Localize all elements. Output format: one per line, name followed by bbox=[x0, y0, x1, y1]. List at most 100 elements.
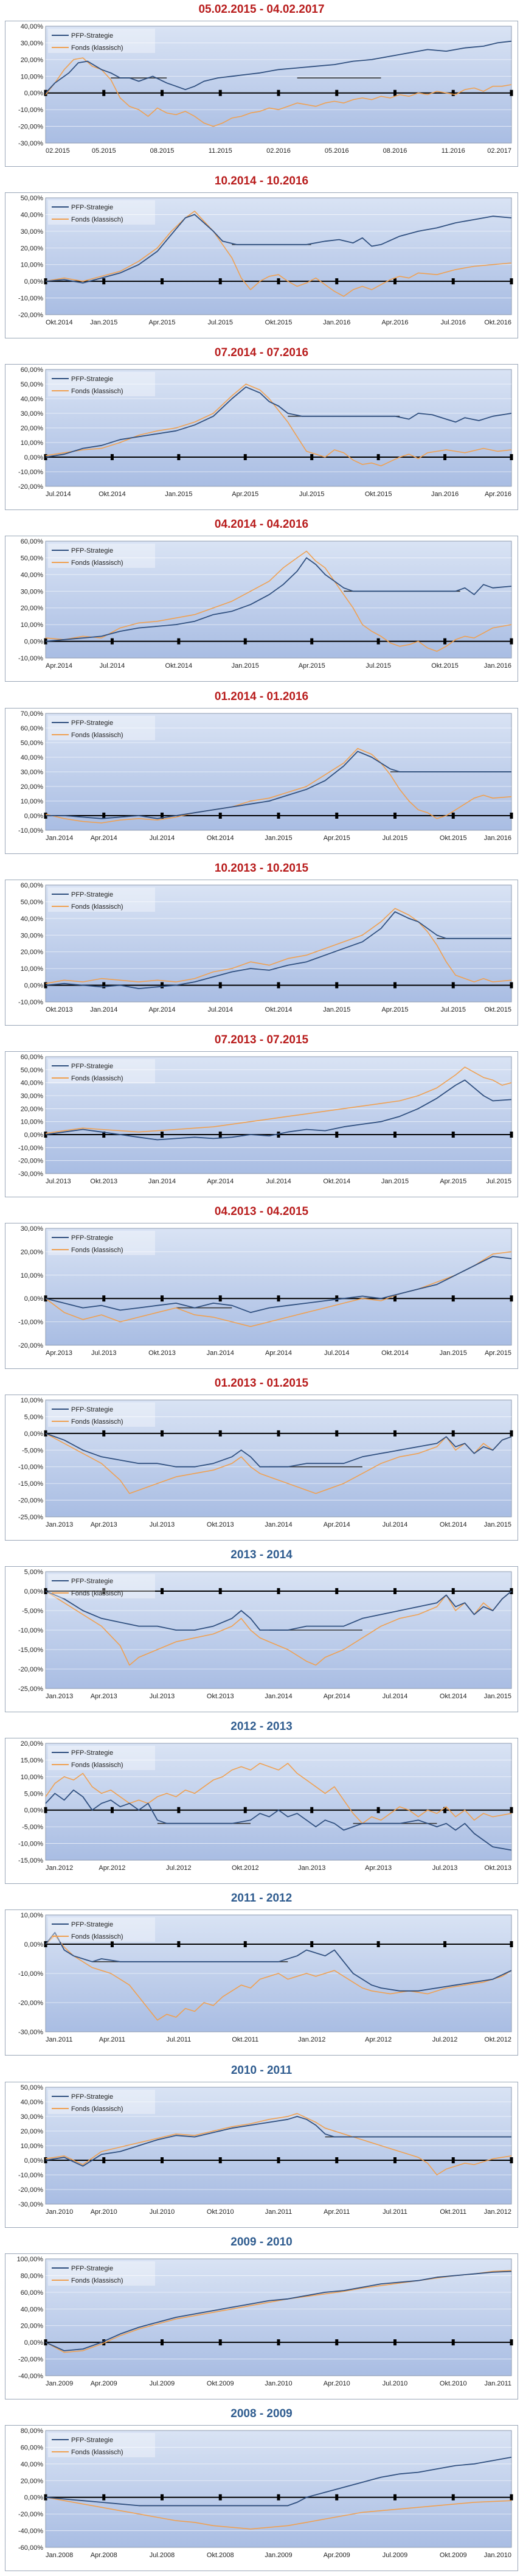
series-line-fonds bbox=[45, 2112, 512, 2175]
x-tick-label: Jul.2014 bbox=[46, 491, 71, 498]
series-line-strategy bbox=[45, 2456, 512, 2507]
x-tick-label: Okt.2014 bbox=[99, 491, 126, 498]
x-tick-label: Jul.2010 bbox=[383, 2380, 408, 2387]
x-tick-label: Apr.2014 bbox=[324, 1521, 350, 1528]
legend: PFP-Strategie Fonds (klassisch) bbox=[48, 2089, 155, 2114]
chart-frame: -20,00% -10,00% 0,00% 10,00% 20,00% 30,00% 40,… bbox=[5, 364, 518, 511]
zero-line-marker bbox=[102, 278, 106, 285]
y-tick-label: -20,00% bbox=[18, 312, 43, 319]
legend-label-fonds: Fonds (klassisch) bbox=[71, 1247, 123, 1254]
x-tick-label: Jul.2013 bbox=[432, 1864, 458, 1872]
y-tick-label: 100,00% bbox=[17, 2256, 44, 2263]
x-tick-label: Apr.2015 bbox=[148, 319, 175, 326]
y-tick-label: -15,00% bbox=[18, 1480, 43, 1488]
series-line-fonds bbox=[45, 2496, 512, 2530]
x-tick-label: Jan.2009 bbox=[265, 2552, 292, 2559]
x-tick-label: Jan.2012 bbox=[484, 2208, 511, 2216]
zero-line-marker bbox=[161, 1588, 164, 1595]
legend-label-strategy: PFP-Strategie bbox=[71, 891, 113, 898]
zero-line-marker bbox=[44, 89, 47, 96]
y-tick-label: -60,00% bbox=[18, 2544, 43, 2552]
legend-box bbox=[48, 715, 155, 740]
y-tick-label: -10,00% bbox=[18, 1627, 43, 1634]
y-tick-label: 20,00% bbox=[21, 2322, 44, 2329]
x-tick-label: Jul.2013 bbox=[91, 1349, 117, 1357]
legend: PFP-Strategie Fonds (klassisch) bbox=[48, 2261, 155, 2286]
x-tick-label: Apr.2016 bbox=[485, 491, 511, 498]
zero-line-marker bbox=[510, 982, 513, 989]
chart-panel: 2011 - 2012 -30,00% -20,00% -10,00% 0,00% 10,… bbox=[0, 1891, 523, 2060]
x-tick-label: Jul.2015 bbox=[486, 1178, 511, 1185]
x-tick-label: Apr.2014 bbox=[265, 1349, 292, 1357]
zero-line-marker bbox=[376, 1941, 380, 1948]
y-tick-label: -10,00% bbox=[18, 107, 43, 114]
zero-line-marker bbox=[393, 2494, 397, 2501]
line-chart: -30,00% -20,00% -10,00% 0,00% 10,00% 20,00% 30… bbox=[18, 23, 513, 155]
zero-line-marker bbox=[335, 1430, 339, 1437]
x-tick-label: Apr.2008 bbox=[91, 2552, 117, 2559]
legend-label-fonds: Fonds (klassisch) bbox=[71, 903, 123, 911]
zero-line-marker bbox=[277, 2494, 280, 2501]
y-tick-label: 40,00% bbox=[21, 2306, 44, 2313]
y-tick-label: 0,00% bbox=[24, 639, 43, 646]
zero-line-marker bbox=[376, 454, 380, 461]
legend-box bbox=[48, 29, 155, 53]
x-tick-label: Apr.2010 bbox=[91, 2208, 117, 2216]
x-tick-label: 11.2016 bbox=[442, 147, 465, 155]
chart-panel: 05.02.2015 - 04.02.2017 -30,00% -20,00% -10… bbox=[0, 2, 523, 172]
x-tick-label: Okt.2015 bbox=[365, 491, 392, 498]
legend: PFP-Strategie Fonds (klassisch) bbox=[48, 200, 155, 225]
zero-line-marker bbox=[177, 638, 181, 645]
zero-line-marker bbox=[393, 1131, 397, 1138]
x-tick-label: Apr.2015 bbox=[440, 1178, 466, 1185]
legend-label-fonds: Fonds (klassisch) bbox=[71, 1933, 123, 1941]
legend: PFP-Strategie Fonds (klassisch) bbox=[48, 544, 155, 569]
zero-line-marker bbox=[177, 1807, 181, 1814]
zero-line-marker bbox=[393, 1295, 397, 1302]
legend-box bbox=[48, 1230, 155, 1255]
x-tick-label: Okt.2013 bbox=[46, 1006, 73, 1013]
x-tick-label: Jan.2014 bbox=[207, 1349, 234, 1357]
line-chart: -40,00% -20,00% 0,00% 20,00% 40,00% 60,00% 80,… bbox=[17, 2256, 513, 2387]
x-tick-label: Jul.2013 bbox=[150, 1521, 175, 1528]
y-tick-label: 40,00% bbox=[21, 915, 44, 923]
legend: PFP-Strategie Fonds (klassisch) bbox=[48, 1917, 155, 1942]
x-tick-label: Jul.2012 bbox=[432, 2036, 458, 2043]
zero-line-marker bbox=[510, 638, 513, 645]
y-tick-label: 10,00% bbox=[21, 1912, 44, 1919]
y-tick-label: 0,00% bbox=[24, 1807, 43, 1815]
zero-line-marker bbox=[393, 1588, 397, 1595]
y-tick-label: 0,00% bbox=[24, 2339, 43, 2347]
chart-frame: -20,00% -10,00% 0,00% 10,00% 20,00% 30,00% Apr… bbox=[5, 1222, 518, 1369]
zero-line-marker bbox=[510, 2157, 513, 2163]
x-tick-label: Okt.2009 bbox=[440, 2552, 467, 2559]
y-tick-label: 60,00% bbox=[21, 725, 44, 732]
y-tick-label: 30,00% bbox=[21, 589, 44, 596]
legend-label-strategy: PFP-Strategie bbox=[71, 719, 113, 727]
legend-label-strategy: PFP-Strategie bbox=[71, 1749, 113, 1757]
y-tick-label: -20,00% bbox=[18, 2356, 43, 2363]
x-tick-label: 08.2015 bbox=[150, 147, 175, 155]
zero-line-marker bbox=[510, 454, 513, 461]
x-tick-label: Okt.2013 bbox=[148, 1349, 176, 1357]
x-tick-label: Jul.2014 bbox=[100, 662, 125, 670]
legend: PFP-Strategie Fonds (klassisch) bbox=[48, 1059, 155, 1083]
zero-line-marker bbox=[393, 2339, 397, 2345]
x-tick-label: Apr.2014 bbox=[148, 1006, 175, 1013]
x-tick-label: Jan.2014 bbox=[265, 1521, 292, 1528]
zero-line-marker bbox=[451, 1131, 455, 1138]
x-tick-label: Jan.2013 bbox=[298, 1864, 325, 1872]
legend-box bbox=[48, 2089, 155, 2114]
chart-title: 10.2014 - 10.2016 bbox=[214, 175, 309, 188]
legend-label-strategy: PFP-Strategie bbox=[71, 1921, 113, 1928]
zero-line-marker bbox=[277, 1131, 280, 1138]
x-tick-label: Jan.2012 bbox=[46, 1864, 73, 1872]
y-tick-label: 10,00% bbox=[21, 439, 44, 447]
y-tick-label: 10,00% bbox=[21, 798, 44, 805]
legend-label-fonds: Fonds (klassisch) bbox=[71, 1418, 123, 1426]
zero-line-marker bbox=[161, 1295, 164, 1302]
x-tick-label: Apr.2015 bbox=[485, 1349, 511, 1357]
y-tick-label: -20,00% bbox=[18, 1666, 43, 1673]
zero-line-marker bbox=[243, 638, 247, 645]
zero-line-marker bbox=[310, 1807, 314, 1814]
